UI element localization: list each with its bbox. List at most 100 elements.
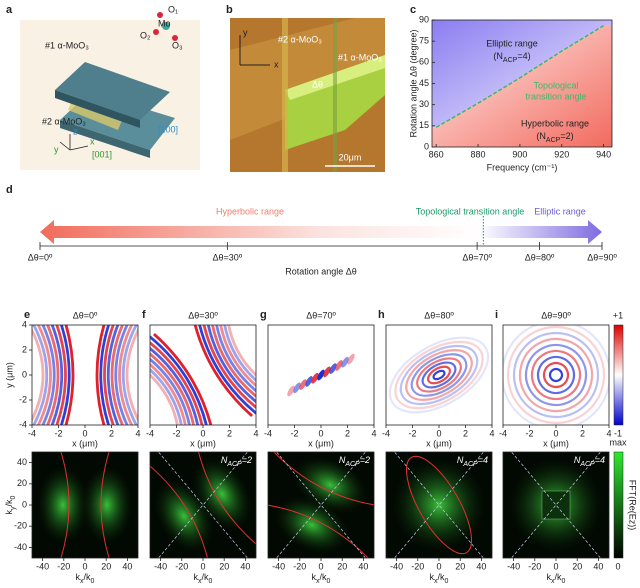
layer-label: #2 α-MoO₃	[42, 116, 86, 126]
wave-ring	[388, 336, 490, 414]
axis-label: x	[274, 59, 279, 69]
y-tick-label: 0	[22, 499, 27, 509]
wave-spot	[335, 360, 343, 371]
x-axis-title: x (μm)	[190, 438, 216, 448]
hyperbolic-region	[432, 25, 612, 147]
iso-curve	[269, 452, 374, 508]
scale-bar-label: 20μm	[339, 152, 362, 162]
wavefront	[212, 325, 256, 405]
x-tick-label: -2	[525, 428, 533, 438]
x-tick-label: 4	[371, 428, 376, 438]
panel-label: a	[6, 4, 13, 16]
wavefront	[118, 325, 134, 425]
annotation: Hyperbolic range	[521, 118, 589, 128]
tick-label: Δθ=30º	[213, 252, 243, 262]
x-tick-label: -20	[528, 561, 541, 571]
wavefront	[150, 345, 194, 425]
y-axis-title: Rotation angle Δθ (degree)	[408, 29, 418, 137]
atom-label: Mo	[158, 18, 171, 28]
annotation: (NACP=2)	[536, 131, 573, 144]
x-tick-label: -2	[172, 428, 180, 438]
y-axis-title-part: k	[4, 509, 14, 514]
wave-ring	[518, 337, 594, 413]
wave-ring	[542, 361, 570, 389]
x-tick-label: 20	[455, 561, 465, 571]
wavefront	[150, 335, 211, 425]
wavefront	[95, 325, 106, 425]
panel-title: Δθ=30º	[188, 310, 218, 320]
atom-label: O₂	[140, 30, 151, 40]
wavefront	[150, 340, 203, 425]
tick-label: Δθ=0º	[28, 252, 53, 262]
range-label: Elliptic range	[534, 206, 586, 216]
x-tick-label: 0	[436, 428, 441, 438]
y-axis-title: ky/k0	[4, 495, 17, 514]
colorbar-label: +1	[613, 310, 623, 320]
elliptic-region	[432, 20, 612, 128]
colorbar-title: FFT(Re(Ez))	[628, 480, 638, 531]
x-axis-title-part: k	[76, 572, 81, 582]
x-tick-label: -2	[54, 428, 62, 438]
y-tick-label: 15	[419, 120, 429, 130]
x-tick-label: 0	[82, 428, 87, 438]
x-tick-label: 4	[489, 428, 494, 438]
y-tick-label: 40	[17, 457, 27, 467]
wavefront	[41, 325, 56, 425]
x-axis-title-part: 0	[445, 578, 449, 585]
wavefront	[64, 325, 75, 425]
n-acp-label-part: ACP	[579, 461, 595, 468]
panel-title: Δθ=0º	[73, 310, 98, 320]
y-tick-label: 90	[419, 14, 429, 24]
iso-curve	[406, 455, 472, 555]
n-acp-label: NACP=4	[457, 455, 488, 468]
wave-pattern	[32, 325, 138, 425]
n-acp-label-part: ACP	[344, 461, 360, 468]
range-arrow	[40, 220, 602, 244]
panel-label: h	[378, 309, 385, 321]
x-tick-label: -20	[411, 561, 424, 571]
axis-label: y	[243, 27, 248, 37]
field-map	[268, 325, 374, 425]
x-tick-label: 880	[471, 149, 486, 159]
y-tick-label: -4	[19, 419, 27, 429]
wave-ring	[530, 349, 582, 401]
x-tick-label: -40	[390, 561, 403, 571]
map-bg	[386, 325, 492, 425]
glow	[292, 456, 369, 515]
wave-ring	[405, 349, 473, 401]
fft-map	[32, 452, 138, 558]
wavefront	[106, 325, 120, 425]
crystal-illustration	[20, 12, 200, 170]
panel-label: b	[226, 4, 233, 16]
fft-map	[503, 452, 609, 558]
wave-spot	[287, 385, 295, 397]
x-tick-label: -4	[28, 428, 36, 438]
wave-spot	[317, 369, 325, 381]
x-axis-title: x (μm)	[543, 438, 569, 448]
y-tick-label: 0	[424, 141, 429, 151]
wavefront	[114, 325, 129, 425]
x-axis-title-part: x	[434, 578, 438, 585]
range-label: Hyperbolic range	[216, 206, 284, 216]
x-axis-title: kx/k0	[312, 572, 331, 585]
n-acp-label-part: N	[221, 455, 228, 465]
wavefront	[220, 325, 256, 400]
x-axis-title: x (μm)	[426, 438, 452, 448]
x-tick-label: 2	[227, 428, 232, 438]
x-tick-label: 0	[200, 561, 205, 571]
iso-curve	[60, 452, 70, 558]
x-tick-label: 20	[572, 561, 582, 571]
axis-label: x	[90, 136, 95, 146]
x-tick-label: 4	[135, 428, 140, 438]
wave-ring	[394, 340, 484, 410]
x-axis-title-part: /k	[84, 572, 92, 582]
n-acp-label-part: ACP	[462, 461, 478, 468]
colorbar	[613, 324, 624, 426]
x-tick-label: 20	[219, 561, 229, 571]
wave-ring	[426, 365, 452, 385]
wave-ring	[524, 343, 588, 407]
wave-pattern	[150, 325, 256, 425]
colorbar-label: -1	[614, 428, 622, 438]
map-bg	[503, 325, 609, 425]
